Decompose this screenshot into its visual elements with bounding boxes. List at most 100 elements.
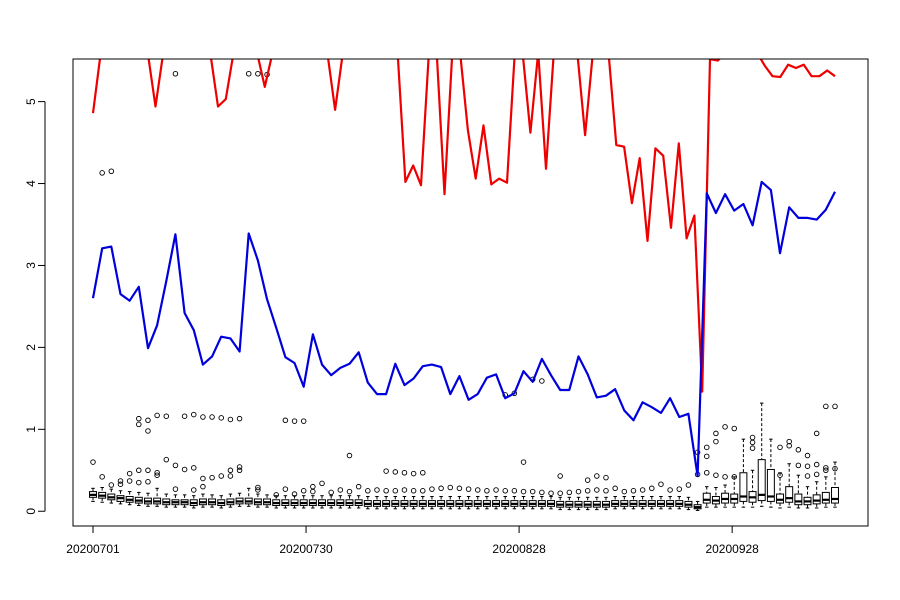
- x-axis: 20200701 20200730 20200828 20200928: [66, 525, 759, 556]
- outlier-point: [310, 483, 316, 490]
- outlier-point: [539, 489, 545, 496]
- outlier-point: [548, 490, 554, 496]
- outlier-point: [291, 491, 298, 497]
- outlier-point: [456, 485, 463, 492]
- outlier-point: [218, 473, 224, 479]
- outlier-point: [704, 444, 710, 451]
- outlier-point: [823, 403, 829, 410]
- box-8: [153, 412, 162, 507]
- box-body: [794, 493, 803, 506]
- box-74: [757, 402, 766, 507]
- outlier-point: [191, 465, 197, 471]
- box-21: [272, 492, 281, 509]
- outlier-point: [337, 487, 344, 493]
- outlier-point: [154, 469, 160, 476]
- outlier-point: [200, 414, 206, 420]
- box-14: [208, 414, 217, 508]
- box-37: [418, 469, 427, 510]
- box-body: [739, 472, 748, 502]
- outlier-point: [667, 487, 673, 493]
- outlier-point: [584, 488, 591, 494]
- outlier-point: [749, 439, 756, 446]
- outlier-point: [163, 413, 170, 419]
- box-51: [547, 490, 556, 510]
- outlier-point: [410, 470, 417, 477]
- box-13: [198, 414, 207, 508]
- y-tick-label: 1: [24, 426, 38, 433]
- box-57: [602, 474, 610, 511]
- box-17: [235, 415, 244, 507]
- outlier-point: [255, 70, 261, 77]
- outlier-point: [282, 486, 289, 492]
- outlier-point: [172, 70, 179, 77]
- outlier-point: [804, 473, 811, 479]
- box-32: [372, 487, 381, 510]
- outlier-point: [209, 474, 215, 481]
- outlier-point: [704, 469, 710, 476]
- outlier-point: [749, 434, 756, 441]
- box-78: [794, 447, 803, 509]
- outlier-point: [191, 487, 197, 493]
- box-62: [647, 485, 656, 510]
- box-47: [510, 390, 519, 510]
- outlier-point: [777, 472, 783, 478]
- outlier-point: [713, 430, 719, 437]
- y-tick-label: 0: [24, 508, 38, 515]
- outlier-point: [99, 170, 105, 176]
- x-tick-label: 20200828: [492, 542, 546, 556]
- outlier-point: [584, 477, 591, 483]
- outlier-point: [117, 478, 124, 484]
- outlier-point: [429, 486, 435, 492]
- box-40: [446, 484, 455, 510]
- outlier-point: [474, 487, 481, 493]
- outlier-point: [795, 447, 802, 453]
- box-5: [125, 470, 134, 506]
- outlier-point: [722, 424, 728, 430]
- outlier-point: [145, 417, 151, 424]
- outlier-point: [484, 488, 490, 494]
- outlier-point: [575, 488, 582, 495]
- box-46: [501, 392, 510, 510]
- box-body: [812, 494, 821, 505]
- outlier-point: [245, 70, 252, 77]
- outlier-point: [557, 473, 563, 479]
- outlier-point: [420, 488, 426, 494]
- box-81: [821, 403, 830, 508]
- box-82: [831, 403, 839, 508]
- box-29: [345, 452, 354, 509]
- outlier-point: [813, 471, 820, 478]
- outlier-point: [539, 378, 545, 384]
- box-34: [391, 469, 400, 510]
- box-58: [611, 485, 620, 510]
- boxplot-layer: [89, 70, 839, 511]
- y-tick-label: 5: [24, 98, 38, 105]
- box-63: [656, 481, 665, 510]
- y-tick-label: 4: [24, 180, 38, 187]
- outlier-point: [813, 461, 820, 468]
- box-24: [299, 418, 308, 509]
- outlier-point: [749, 445, 756, 451]
- box-66: [684, 482, 693, 511]
- outlier-point: [786, 442, 792, 449]
- box-1: [89, 459, 97, 502]
- box-body: [702, 492, 711, 504]
- box-31: [363, 488, 372, 510]
- box-53: [565, 489, 574, 511]
- box-body: [831, 486, 839, 504]
- box-11: [180, 413, 189, 508]
- outlier-point: [136, 415, 142, 422]
- outlier-point: [99, 474, 105, 480]
- outlier-point: [255, 487, 261, 493]
- outlier-point: [465, 486, 472, 492]
- outlier-point: [832, 465, 838, 472]
- outlier-point: [603, 474, 609, 481]
- box-49: [528, 376, 537, 510]
- outlier-point: [832, 403, 838, 410]
- box-68: [702, 444, 711, 508]
- outlier-point: [649, 485, 655, 492]
- outlier-point: [594, 473, 600, 479]
- outlier-point: [346, 488, 353, 495]
- box-71: [730, 425, 739, 508]
- box-36: [409, 470, 418, 510]
